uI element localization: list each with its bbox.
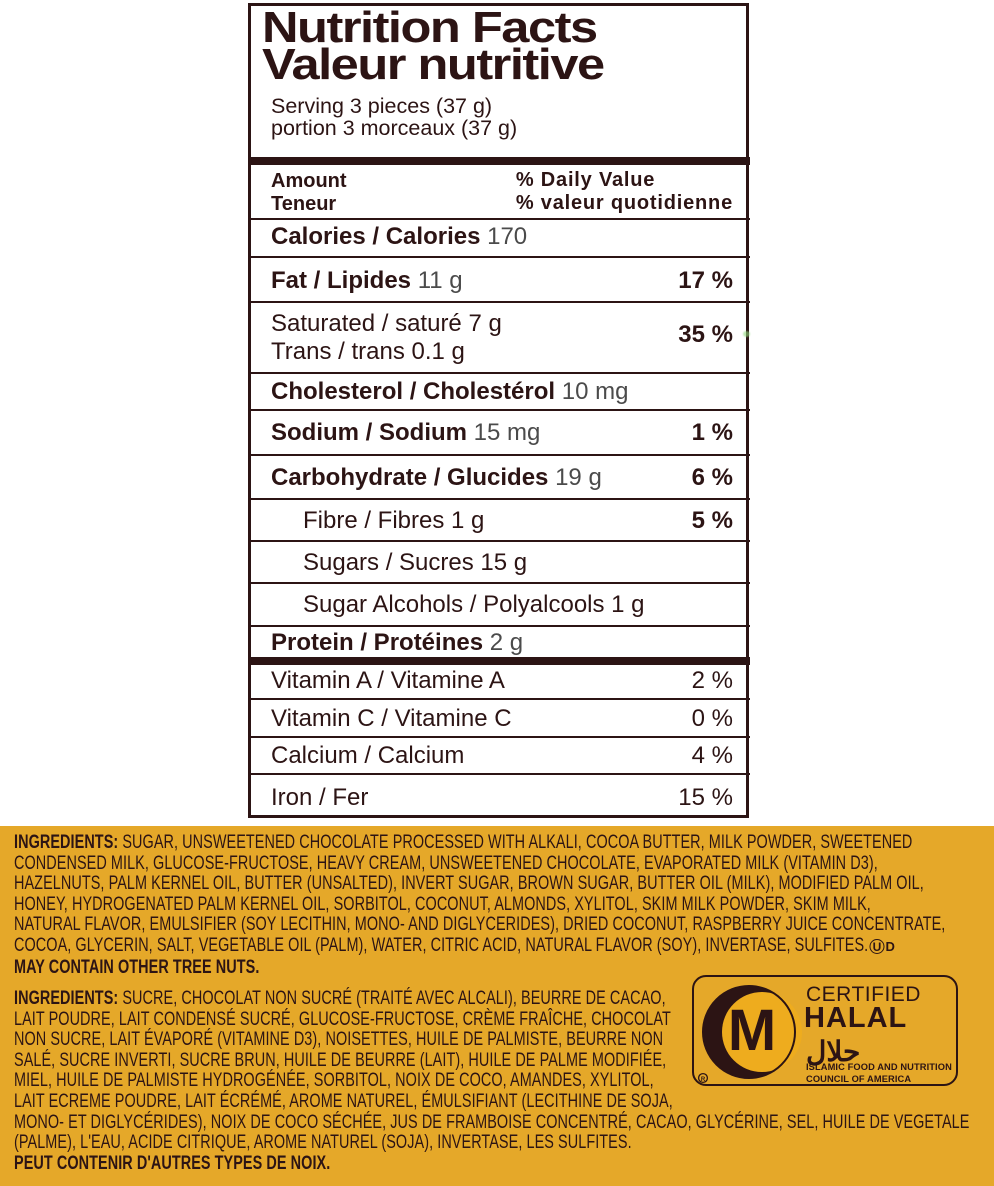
svg-text:R: R [701, 1077, 706, 1083]
svg-text:M: M [728, 998, 774, 1063]
